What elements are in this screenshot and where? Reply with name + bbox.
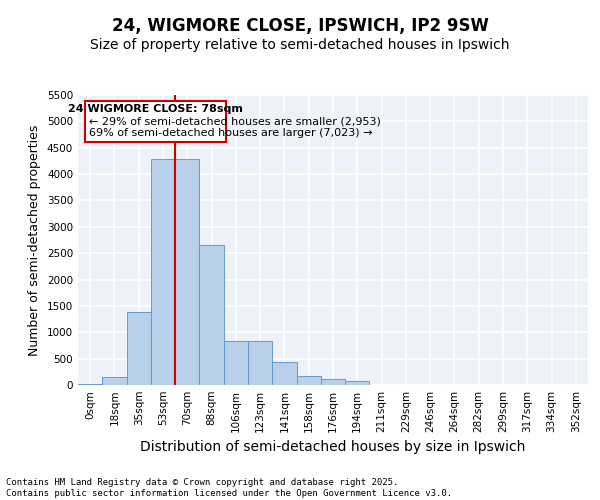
Bar [224,340,248,385]
Bar [321,378,345,385]
Text: ← 29% of semi-detached houses are smaller (2,953): ← 29% of semi-detached houses are smalle… [89,116,381,126]
Bar [151,160,175,385]
Text: Size of property relative to semi-detached houses in Ipswich: Size of property relative to semi-detach… [90,38,510,52]
Text: 24, WIGMORE CLOSE, IPSWICH, IP2 9SW: 24, WIGMORE CLOSE, IPSWICH, IP2 9SW [112,18,488,36]
Bar [102,377,127,385]
Bar [175,160,199,385]
Bar [272,362,296,385]
Bar [199,246,224,385]
FancyBboxPatch shape [85,102,226,142]
Bar [296,376,321,385]
Text: 69% of semi-detached houses are larger (7,023) →: 69% of semi-detached houses are larger (… [89,128,373,138]
X-axis label: Distribution of semi-detached houses by size in Ipswich: Distribution of semi-detached houses by … [140,440,526,454]
Bar [78,384,102,385]
Bar [248,340,272,385]
Bar [127,312,151,385]
Y-axis label: Number of semi-detached properties: Number of semi-detached properties [28,124,41,356]
Text: 24 WIGMORE CLOSE: 78sqm: 24 WIGMORE CLOSE: 78sqm [68,104,243,114]
Text: Contains HM Land Registry data © Crown copyright and database right 2025.
Contai: Contains HM Land Registry data © Crown c… [6,478,452,498]
Bar [345,381,370,385]
